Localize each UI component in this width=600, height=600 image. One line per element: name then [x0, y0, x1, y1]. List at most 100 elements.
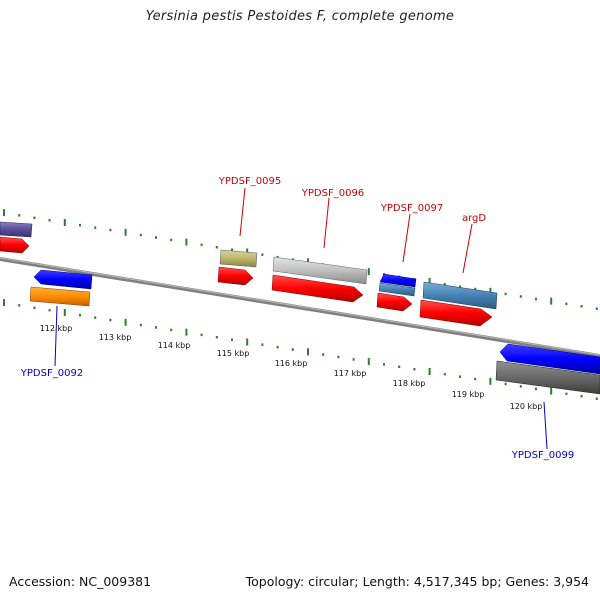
- gene-ypdsf-0097-block[interactable]: [378, 282, 416, 297]
- partial-feature-slate: [0, 221, 33, 238]
- leader-ypdsf-0092: [54, 305, 58, 367]
- upper-track-tick: [261, 253, 264, 256]
- upper-track-tick: [63, 219, 66, 226]
- lower-track-tick: [367, 358, 370, 366]
- lower-track-tick: [63, 309, 66, 316]
- lower-track-tick: [337, 355, 340, 359]
- cds-arrow-ypdsf-0096: [271, 274, 364, 303]
- lower-track-tick: [276, 345, 279, 349]
- gene-label-ypdsf-0095[interactable]: YPDSF_0095: [218, 176, 281, 187]
- cds-arrow-argd: [419, 299, 493, 327]
- lower-track-tick: [322, 353, 325, 356]
- upper-track-tick: [519, 295, 522, 298]
- upper-track-tick: [170, 238, 173, 242]
- lower-track-tick: [48, 309, 51, 312]
- cds-arrow-ypdsf-0095: [217, 266, 254, 286]
- tick-track-upper: [3, 209, 598, 310]
- gene-argd-block[interactable]: [422, 281, 498, 310]
- lower-track-tick: [139, 323, 142, 327]
- lower-track-tick: [519, 385, 522, 388]
- gene-label-ypdsf-0092[interactable]: YPDSF_0092: [20, 368, 83, 379]
- lower-track-tick: [109, 318, 112, 322]
- upper-track-tick: [94, 226, 97, 229]
- upper-track-tick: [3, 209, 5, 217]
- lower-track-tick: [383, 363, 385, 366]
- lower-track-tick: [170, 328, 173, 332]
- upper-track-tick: [200, 243, 203, 247]
- upper-track-tick: [595, 307, 598, 310]
- lower-track-tick: [33, 306, 36, 310]
- upper-track-tick: [443, 282, 446, 286]
- lower-track-tick: [474, 377, 477, 381]
- upper-track-tick: [215, 246, 218, 249]
- lower-track-tick: [504, 382, 507, 386]
- lower-track-tick: [155, 326, 157, 329]
- cds-arrow-ypdsf-0097: [376, 292, 413, 312]
- upper-track-tick: [79, 223, 81, 227]
- lower-track-tick: [565, 392, 568, 396]
- genome-summary-label: Topology: circular; Length: 4,517,345 bp…: [245, 574, 589, 589]
- upper-track-tick: [231, 248, 233, 251]
- gene-label-argd[interactable]: argD: [462, 213, 486, 224]
- upper-track-tick: [276, 255, 279, 259]
- genome-backbone: [0, 257, 600, 358]
- upper-track-tick: [565, 302, 568, 306]
- upper-track-tick: [489, 287, 492, 295]
- lower-track-tick: [443, 372, 446, 376]
- lower-track-tick: [3, 299, 5, 307]
- lower-track-tick: [428, 368, 431, 375]
- tick-label-116: 116 kbp: [275, 359, 308, 368]
- gene-ypdsf-0092-block[interactable]: [29, 286, 91, 307]
- upper-track-tick: [580, 305, 583, 308]
- tick-label-113: 113 kbp: [99, 333, 132, 342]
- lower-track-tick: [79, 313, 81, 317]
- tick-label-118: 118 kbp: [393, 379, 426, 388]
- upper-track-tick: [48, 219, 51, 222]
- genome-backbone-highlight: [0, 257, 600, 356]
- accession-label: Accession: NC_009381: [9, 574, 152, 589]
- upper-track-tick: [535, 297, 537, 301]
- lower-track-tick: [352, 358, 355, 361]
- lower-track-tick: [200, 333, 203, 337]
- gene-label-ypdsf-0096[interactable]: YPDSF_0096: [301, 188, 364, 199]
- partial-cds-arrow: [0, 236, 30, 254]
- gene-label-ypdsf-0097[interactable]: YPDSF_0097: [380, 203, 443, 214]
- gene-ypdsf-0095-block[interactable]: [219, 249, 258, 268]
- leader-ypdsf-0099: [543, 401, 548, 450]
- lower-track-tick: [459, 375, 461, 378]
- leader-ypdsf-0095: [239, 187, 246, 237]
- lower-track-tick: [231, 338, 233, 341]
- lower-track-tick: [18, 304, 21, 307]
- lower-track-tick: [489, 377, 492, 385]
- gene-label-ypdsf-0099[interactable]: YPDSF_0099: [511, 450, 574, 461]
- tick-label-119: 119 kbp: [452, 390, 485, 399]
- gene-ypdsf-0099-block[interactable]: [495, 360, 600, 395]
- upper-track-tick: [124, 228, 127, 236]
- cds-arrow-reverse-0099: [499, 343, 600, 375]
- tick-label-115: 115 kbp: [217, 349, 250, 358]
- lower-track-tick: [413, 368, 416, 371]
- lower-track-tick: [580, 395, 583, 398]
- upper-track-tick: [18, 214, 21, 217]
- lower-track-tick: [535, 387, 537, 391]
- leader-ypdsf-0097: [402, 213, 411, 263]
- upper-track-tick: [459, 285, 461, 288]
- lower-track-tick: [246, 338, 249, 346]
- upper-track-tick: [185, 238, 188, 246]
- gene-ypdsf-0096-block[interactable]: [272, 256, 368, 285]
- tick-label-117: 117 kbp: [334, 369, 367, 378]
- tick-track-lower: [3, 299, 598, 400]
- tick-label-120: 120 kbp: [510, 402, 543, 411]
- lower-track-tick: [550, 387, 553, 395]
- lower-track-tick: [291, 348, 294, 351]
- cds-arrow-reverse: [33, 269, 93, 290]
- lower-track-tick: [94, 316, 97, 319]
- lower-track-tick: [595, 397, 598, 400]
- tick-label-114: 114 kbp: [158, 341, 191, 350]
- upper-track-tick: [155, 236, 157, 239]
- genome-title: Yersinia pestis Pestoides F, complete ge…: [145, 9, 455, 24]
- upper-track-tick: [550, 297, 553, 305]
- tick-label-112: 112 kbp: [40, 324, 73, 333]
- lower-track-tick: [185, 328, 188, 336]
